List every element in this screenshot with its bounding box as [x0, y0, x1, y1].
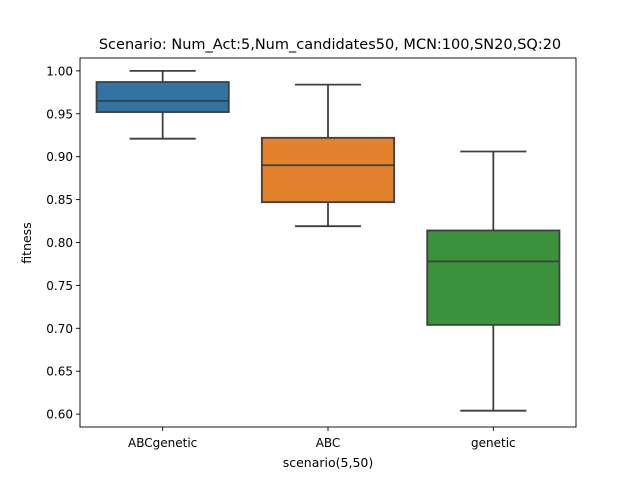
- box-genetic: [426, 229, 561, 326]
- y-tick-label: 0.90: [46, 150, 73, 164]
- chart-title: Scenario: Num_Act:5,Num_candidates50, MC…: [99, 37, 561, 53]
- y-tick-label: 0.80: [46, 236, 73, 250]
- y-tick-label: 0.85: [46, 193, 73, 207]
- plot-area: 0.600.650.700.750.800.850.900.951.00ABCg…: [46, 57, 577, 450]
- y-tick-label: 0.95: [46, 107, 73, 121]
- y-tick-label: 0.75: [46, 279, 73, 293]
- y-tick-label: 0.65: [46, 365, 73, 379]
- x-tick-label: ABCgenetic: [128, 436, 197, 450]
- x-axis-label: scenario(5,50): [283, 455, 374, 470]
- y-axis-label: fitness: [19, 222, 34, 263]
- x-tick-label: genetic: [471, 436, 516, 450]
- y-tick-label: 0.70: [46, 322, 73, 336]
- box-abc: [260, 136, 396, 204]
- box-abcgenetic: [95, 81, 230, 113]
- y-tick-label: 0.60: [46, 408, 73, 422]
- y-tick-label: 1.00: [46, 64, 73, 78]
- x-tick-label: ABC: [316, 436, 341, 450]
